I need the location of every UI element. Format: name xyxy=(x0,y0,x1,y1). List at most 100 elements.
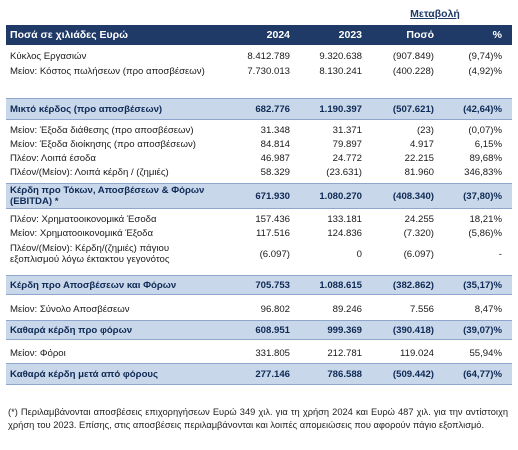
change-pct: (42,64)% xyxy=(463,103,502,115)
row-label: Μείον: Κόστος πωλήσεων (προ αποσβέσεων) xyxy=(10,66,205,77)
row-label: Πλέον/(Μείον): Λοιπά κέρδη / (ζημιές) xyxy=(10,167,169,178)
value-2024: 8.412.789 xyxy=(247,51,290,62)
change-amount: 24.255 xyxy=(404,214,434,225)
value-2024: 117.516 xyxy=(256,228,290,239)
value-2024: 157.436 xyxy=(255,214,290,225)
value-2023: 9.320.638 xyxy=(319,51,362,62)
value-2023: 999.369 xyxy=(327,324,362,336)
table-row: Μείον: Έξοδα διοίκησης (προ αποσβέσεων) … xyxy=(6,138,512,151)
change-amount: (382.862) xyxy=(392,279,434,291)
change-amount: 119.024 xyxy=(400,348,434,359)
table-row: Μείον: Κόστος πωλήσεων (προ αποσβέσεων) … xyxy=(6,65,512,91)
change-pct: (35,17)% xyxy=(463,279,502,291)
value-2023: 24.772 xyxy=(332,153,362,164)
table-row: Πλέον/(Μείον): Λοιπά κέρδη / (ζημιές) 58… xyxy=(6,166,512,179)
change-pct: 89,68% xyxy=(469,153,502,164)
value-2024: 682.776 xyxy=(255,103,290,115)
value-2024: 31.348 xyxy=(260,125,290,136)
value-2024: 331.805 xyxy=(255,348,290,359)
subtotal-row: Μικτό κέρδος (προ αποσβέσεων) 682.776 1.… xyxy=(6,98,512,120)
value-2023: 1.088.615 xyxy=(319,279,362,291)
value-2023: 89.246 xyxy=(332,304,362,315)
row-label: Καθαρά κέρδη προ φόρων xyxy=(10,324,133,336)
value-2023: 212.781 xyxy=(327,348,362,359)
subtotal-row: Καθαρά κέρδη προ φόρων 608.951 999.369 (… xyxy=(6,320,512,340)
row-label: Μείον: Έξοδα διάθεσης (προ αποσβέσεων) xyxy=(10,125,194,136)
row-label: Πλέον/(Μείον): Κέρδη/(ζημιές) πάγιου εξο… xyxy=(10,243,170,265)
value-2023: 31.371 xyxy=(332,125,362,136)
value-2024: 84.814 xyxy=(260,139,290,150)
change-amount: 4.917 xyxy=(409,139,434,150)
table-row: Κύκλος Εργασιών 8.412.789 9.320.638 (907… xyxy=(6,50,512,63)
change-amount: (23) xyxy=(416,125,434,136)
row-label: Μείον: Χρηματοοικονομικά Έξοδα xyxy=(10,228,154,239)
table-row: Πλέον: Λοιπά έσοδα 46.987 24.772 22.215 … xyxy=(6,152,512,165)
change-pct: (0,07)% xyxy=(468,125,502,136)
change-pct: (5,86)% xyxy=(468,228,502,239)
header-amount: Ποσό xyxy=(406,28,434,41)
row-label: Μείον: Φόροι xyxy=(10,348,66,359)
subtotal-row: Κέρδη προ Αποσβέσεων και Φόρων 705.753 1… xyxy=(6,275,512,295)
change-pct: (37,80)% xyxy=(463,190,502,202)
row-label: Πλέον: Χρηματοοικονομικά Έσοδα xyxy=(10,214,157,225)
change-pct: (64,77)% xyxy=(463,368,502,380)
table-header: Ποσά σε χιλιάδες Ευρώ 2024 2023 Ποσό % xyxy=(6,25,512,45)
header-2024: 2024 xyxy=(266,28,290,41)
value-2023: 79.897 xyxy=(332,139,362,150)
table-row: Μείον: Έξοδα διάθεσης (προ αποσβέσεων) 3… xyxy=(6,124,512,137)
value-2024: 96.802 xyxy=(260,304,290,315)
change-amount: (400.228) xyxy=(392,66,434,77)
change-pct: (39,07)% xyxy=(463,324,502,336)
value-2024: 608.951 xyxy=(255,324,290,336)
change-pct: 346,83% xyxy=(464,167,502,178)
change-amount: (509.442) xyxy=(392,368,434,380)
value-2024: 705.753 xyxy=(255,279,290,291)
header-label: Ποσά σε χιλιάδες Ευρώ xyxy=(10,28,129,41)
value-2024: 671.930 xyxy=(255,190,290,202)
row-label: Μείον: Σύνολο Αποσβέσεων xyxy=(10,304,130,315)
change-amount: (408.340) xyxy=(392,190,434,202)
value-2024: 7.730.013 xyxy=(247,66,290,77)
table-row: Μείον: Φόροι 331.805 212.781 119.024 55,… xyxy=(6,347,512,360)
net-profit-row: Καθαρά κέρδη μετά από φόρους 277.146 786… xyxy=(6,363,512,385)
change-pct: 55,94% xyxy=(469,348,502,359)
value-2024: 58.329 xyxy=(260,167,290,178)
table-row: Μείον: Σύνολο Αποσβέσεων 96.802 89.246 7… xyxy=(6,303,512,316)
value-2023: 786.588 xyxy=(327,368,362,380)
value-2023: 1.190.397 xyxy=(319,103,362,115)
change-title: Μεταβολή xyxy=(410,8,460,20)
table-row: Μείον: Χρηματοοικονομικά Έξοδα 117.516 1… xyxy=(6,227,512,240)
row-label: Κέρδη προ Τόκων, Αποσβέσεων & Φόρων (EBI… xyxy=(10,185,205,207)
header-pct: % xyxy=(492,28,502,41)
change-pct: (4,92)% xyxy=(468,66,502,77)
value-2024: (6.097) xyxy=(259,248,290,260)
change-amount: 22.215 xyxy=(404,153,434,164)
change-amount: (6.097) xyxy=(403,248,434,260)
value-2023: 124.836 xyxy=(327,228,362,239)
row-label: Κέρδη προ Αποσβέσεων και Φόρων xyxy=(10,279,177,291)
row-label: Καθαρά κέρδη μετά από φόρους xyxy=(10,368,159,380)
change-pct: 8,47% xyxy=(474,304,502,315)
ebitda-row: Κέρδη προ Τόκων, Αποσβέσεων & Φόρων (EBI… xyxy=(6,183,512,209)
value-2023: (23.631) xyxy=(326,167,362,178)
row-label: Πλέον: Λοιπά έσοδα xyxy=(10,153,96,164)
change-amount: (7.320) xyxy=(403,228,434,239)
change-amount: (907.849) xyxy=(392,51,434,62)
value-2024: 277.146 xyxy=(255,368,290,380)
row-label: Κύκλος Εργασιών xyxy=(10,51,87,62)
value-2023: 8.130.241 xyxy=(319,66,362,77)
change-pct: 18,21% xyxy=(469,214,502,225)
row-label: Μείον: Έξοδα διοίκησης (προ αποσβέσεων) xyxy=(10,139,196,150)
value-2024: 46.987 xyxy=(260,153,290,164)
change-pct: (9,74)% xyxy=(468,51,502,62)
change-amount: (507.621) xyxy=(392,103,434,115)
change-amount: 7.556 xyxy=(409,304,434,315)
value-2023: 1.080.270 xyxy=(319,190,362,202)
header-2023: 2023 xyxy=(338,28,362,41)
change-amount: (390.418) xyxy=(392,324,434,336)
row-label: Μικτό κέρδος (προ αποσβέσεων) xyxy=(10,103,163,115)
value-2023: 0 xyxy=(356,248,362,260)
change-pct: 6,15% xyxy=(474,139,502,150)
change-pct: - xyxy=(498,248,502,260)
